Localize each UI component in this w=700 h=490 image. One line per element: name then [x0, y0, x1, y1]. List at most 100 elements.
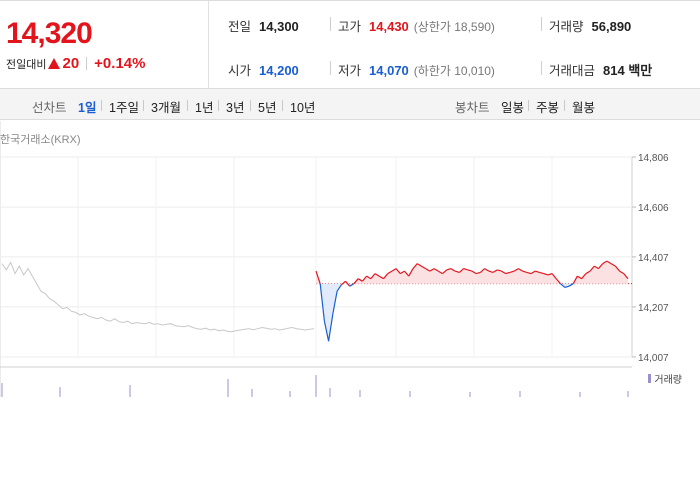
up-triangle-icon	[48, 58, 61, 69]
y-tick-label: 14,207	[638, 303, 669, 314]
price-segment-up	[425, 268, 431, 272]
low-label: 저가	[338, 64, 362, 78]
price-segment-up	[433, 268, 439, 272]
price-segment-up	[454, 270, 460, 273]
price-segment-up	[492, 269, 498, 273]
price-segment-up	[614, 265, 621, 272]
premarket-price-line	[1, 261, 315, 333]
price-segment-up	[581, 273, 587, 280]
current-price: 14,320	[6, 17, 93, 50]
tab-10year[interactable]: 10년	[290, 101, 316, 115]
change-label: 전일대비	[6, 58, 47, 71]
tab-5year[interactable]: 5년	[258, 101, 277, 115]
price-segment-up	[535, 270, 540, 273]
divider	[143, 100, 144, 111]
high-stat: 고가 14,430 (상한가 18,590)	[338, 16, 495, 35]
high-value: 14,430	[369, 19, 409, 34]
volume-value: 56,890	[591, 19, 632, 34]
volume-legend: 거래량	[648, 371, 682, 386]
tab-3year[interactable]: 3년	[226, 101, 245, 115]
price-segment-up	[589, 265, 595, 272]
chart-period-tabbar: 선차트 1일 1주일 3개월 1년 3년 5년 10년 봉차트 일봉 주봉 월봉	[0, 89, 700, 120]
stock-summary: 14,320 전일대비 20 +0.14% 전일 14,300 고가 14,43…	[0, 0, 700, 89]
low-value: 14,070	[369, 63, 409, 78]
divider	[86, 57, 88, 70]
low-stat: 저가 14,070 (하한가 10,010)	[338, 60, 495, 79]
open-label: 시가	[228, 64, 252, 78]
y-tick-label: 14,606	[638, 203, 669, 214]
price-segment-up	[484, 268, 490, 272]
price-segment-up	[404, 270, 410, 277]
price-segment-up	[593, 265, 599, 270]
price-segment-up	[577, 275, 582, 280]
upper-limit: (상한가 18,590)	[413, 20, 495, 34]
price-segment-up	[543, 273, 549, 276]
price-segment-up	[551, 273, 557, 280]
price-segment-up	[585, 270, 591, 275]
divider	[541, 61, 542, 75]
divider	[187, 100, 188, 111]
price-segment-up	[345, 280, 351, 287]
current-price-box: 14,320 전일대비 20 +0.14%	[0, 1, 209, 89]
high-label: 고가	[338, 20, 362, 34]
tab-1week[interactable]: 1주일	[109, 101, 139, 115]
price-segment-up	[463, 268, 468, 271]
divider	[330, 61, 331, 75]
tab-1year[interactable]: 1년	[195, 101, 214, 115]
divider	[282, 100, 283, 111]
price-segment-up	[602, 260, 608, 265]
price-segment-up	[555, 278, 561, 285]
price-segment-up	[518, 268, 523, 272]
price-segment-up	[315, 270, 321, 284]
price-segment-up	[471, 270, 477, 275]
intraday-chart: 14,806 14,606 14,407 14,207 14,007 한국거래소(KRX…	[0, 121, 700, 397]
price-segment-up	[522, 270, 527, 273]
volume-stat: 거래량 56,890	[549, 16, 631, 35]
price-segment-up	[412, 263, 418, 269]
candle-chart-label: 봉차트	[455, 101, 490, 115]
price-segment-up	[387, 270, 393, 275]
below-baseline-fill	[316, 283, 628, 342]
tab-weekly-candle[interactable]: 주봉	[536, 101, 560, 115]
price-segment-up	[361, 275, 368, 282]
price-segment-up	[497, 269, 502, 272]
price-segment-down	[336, 284, 342, 292]
y-tick-label: 14,007	[638, 353, 669, 364]
price-segment-up	[370, 273, 376, 280]
price-segment-down	[564, 285, 570, 288]
price-segment-up	[408, 268, 414, 277]
price-segment-up	[357, 278, 363, 282]
price-segment-up	[416, 263, 422, 267]
divider	[564, 100, 565, 111]
price-segment-up	[366, 275, 372, 280]
price-segment-up	[526, 271, 532, 275]
open-stat: 시가 14,200	[228, 60, 299, 79]
price-segment-down	[349, 283, 355, 287]
price-segment-up	[383, 273, 389, 280]
prev-close-value: 14,300	[259, 19, 299, 34]
data-source: 한국거래소(KRX)	[0, 134, 81, 146]
price-segment-up	[488, 270, 494, 273]
divider	[218, 100, 219, 111]
tab-daily-candle[interactable]: 일봉	[501, 101, 525, 115]
change-value: 20	[62, 55, 80, 72]
divider	[330, 17, 331, 31]
price-segment-up	[442, 269, 448, 275]
price-segment-up	[395, 268, 401, 274]
price-segment-down	[568, 283, 574, 287]
y-tick-label: 14,407	[638, 253, 669, 264]
price-segment-up	[619, 270, 625, 275]
price-segment-down	[323, 321, 330, 342]
tab-3month[interactable]: 3개월	[151, 101, 181, 115]
price-segment-down	[319, 283, 325, 322]
tab-monthly-candle[interactable]: 월봉	[572, 101, 596, 115]
above-baseline-fill	[316, 261, 628, 284]
prev-close-label: 전일	[228, 20, 252, 34]
volume-label: 거래량	[549, 20, 584, 34]
divider	[101, 100, 102, 111]
tab-1day[interactable]: 1일	[78, 101, 97, 115]
price-segment-up	[610, 263, 616, 267]
price-segment-up	[623, 273, 629, 280]
price-segment-up	[530, 270, 536, 275]
y-tick-label: 14,806	[638, 153, 669, 164]
